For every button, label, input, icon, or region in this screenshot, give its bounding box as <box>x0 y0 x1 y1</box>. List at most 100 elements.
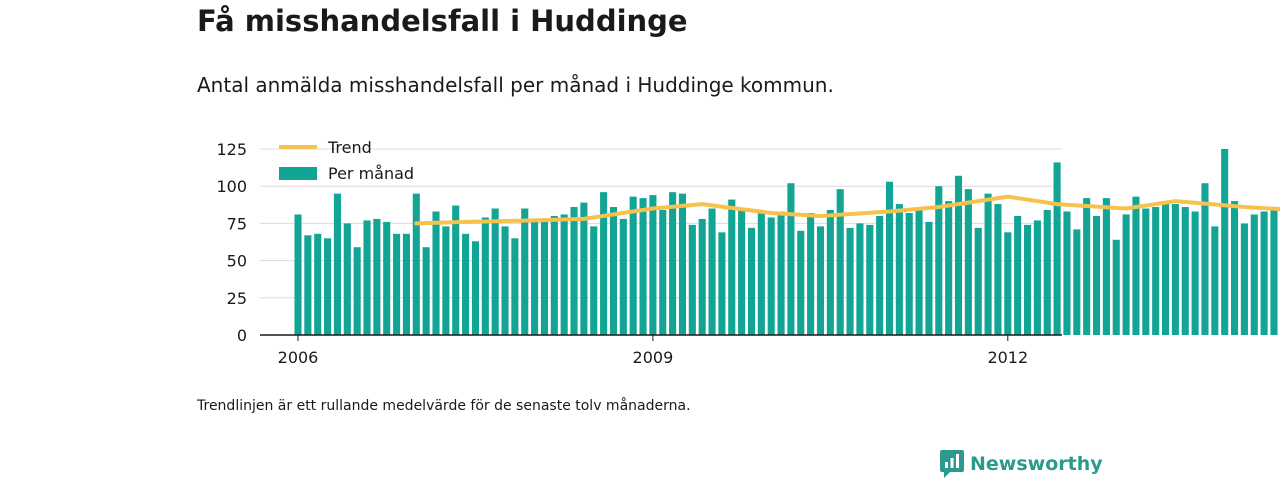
bar <box>600 192 608 335</box>
bar <box>1230 201 1239 335</box>
y-tick-label: 100 <box>216 177 247 196</box>
bar <box>659 210 667 335</box>
bar <box>1053 162 1061 335</box>
bar <box>1171 204 1179 335</box>
axes: 0255075100125200620092012201520182021202… <box>216 140 1062 367</box>
bar <box>1083 198 1091 335</box>
bar <box>954 175 963 335</box>
bar <box>688 224 696 335</box>
bar <box>738 210 746 335</box>
x-tick-label: 2012 <box>987 348 1028 367</box>
y-tick-label: 50 <box>227 252 247 271</box>
bar <box>1250 214 1258 335</box>
bar <box>629 196 637 335</box>
bar <box>580 202 588 335</box>
bar <box>304 235 312 335</box>
bar <box>383 221 391 335</box>
bar <box>1063 211 1071 335</box>
bar <box>462 233 470 335</box>
bar <box>964 189 972 335</box>
bar <box>1073 229 1081 335</box>
newsworthy-logo-icon <box>940 450 964 478</box>
bar <box>324 238 332 335</box>
bar <box>866 224 874 335</box>
y-tick-label: 0 <box>237 326 247 345</box>
bar <box>471 241 479 335</box>
legend-monthly-swatch <box>279 167 317 180</box>
bar <box>363 220 371 335</box>
bar <box>1191 211 1199 335</box>
bar <box>531 218 539 335</box>
bar <box>393 233 401 335</box>
bar <box>570 207 578 335</box>
bar <box>402 233 410 335</box>
bar <box>314 233 322 335</box>
bar <box>1270 208 1278 335</box>
bar <box>343 223 351 335</box>
trend-line-group <box>414 194 1280 226</box>
bar <box>807 212 815 335</box>
bar <box>1043 210 1051 335</box>
bar <box>1023 224 1032 335</box>
bar <box>1240 223 1248 335</box>
bar <box>511 238 519 335</box>
bar <box>1004 232 1012 335</box>
bar <box>560 214 568 335</box>
bar <box>777 211 785 335</box>
bar <box>442 226 450 335</box>
bar <box>481 217 489 335</box>
bar <box>935 186 943 335</box>
bar <box>649 195 657 335</box>
bars <box>294 149 1278 335</box>
bar <box>501 226 509 335</box>
bar <box>895 204 903 335</box>
bar <box>698 218 706 335</box>
bar <box>915 207 923 335</box>
bar <box>816 226 825 335</box>
bar <box>333 193 341 335</box>
chart-subtitle: Antal anmälda misshandelsfall per månad … <box>197 73 834 97</box>
bar <box>925 221 933 335</box>
bar <box>994 204 1002 335</box>
bar <box>1033 220 1041 335</box>
bar <box>1161 201 1170 335</box>
footnote: Trendlinjen är ett rullande medelvärde f… <box>197 398 691 414</box>
legend-monthly-label: Per månad <box>328 164 414 183</box>
bar <box>540 220 549 335</box>
brand: Newsworthy <box>940 450 1103 478</box>
bar <box>757 212 765 335</box>
bar <box>1132 196 1140 335</box>
bar <box>718 232 726 335</box>
chart-title: Få misshandelsfall i Huddinge <box>197 4 688 38</box>
bar <box>856 223 864 335</box>
bar <box>422 247 430 335</box>
legend: Trend Per månad <box>279 138 414 183</box>
bar <box>876 215 884 335</box>
bar <box>1152 207 1160 335</box>
bar <box>1142 208 1150 335</box>
bar <box>1122 214 1130 335</box>
bar <box>1102 198 1110 335</box>
bar <box>521 208 529 335</box>
bar <box>373 218 381 335</box>
x-tick-label: 2006 <box>278 348 319 367</box>
bar <box>1014 215 1022 335</box>
legend-trend-label: Trend <box>327 138 372 157</box>
bar <box>974 227 982 335</box>
bar-chart: 0255075100125200620092012201520182021202… <box>216 138 1280 367</box>
bar <box>491 208 499 335</box>
bar <box>294 214 302 335</box>
bar <box>1112 239 1120 335</box>
bar <box>945 201 953 335</box>
bar <box>1221 149 1229 335</box>
bar <box>728 199 736 335</box>
bar <box>353 247 361 335</box>
y-tick-label: 125 <box>216 140 247 159</box>
bar <box>767 217 775 335</box>
y-tick-label: 25 <box>227 289 247 308</box>
bar <box>846 227 854 335</box>
x-tick-label: 2009 <box>633 348 674 367</box>
bar <box>885 181 894 335</box>
bar <box>708 208 716 335</box>
bar <box>1092 215 1101 335</box>
